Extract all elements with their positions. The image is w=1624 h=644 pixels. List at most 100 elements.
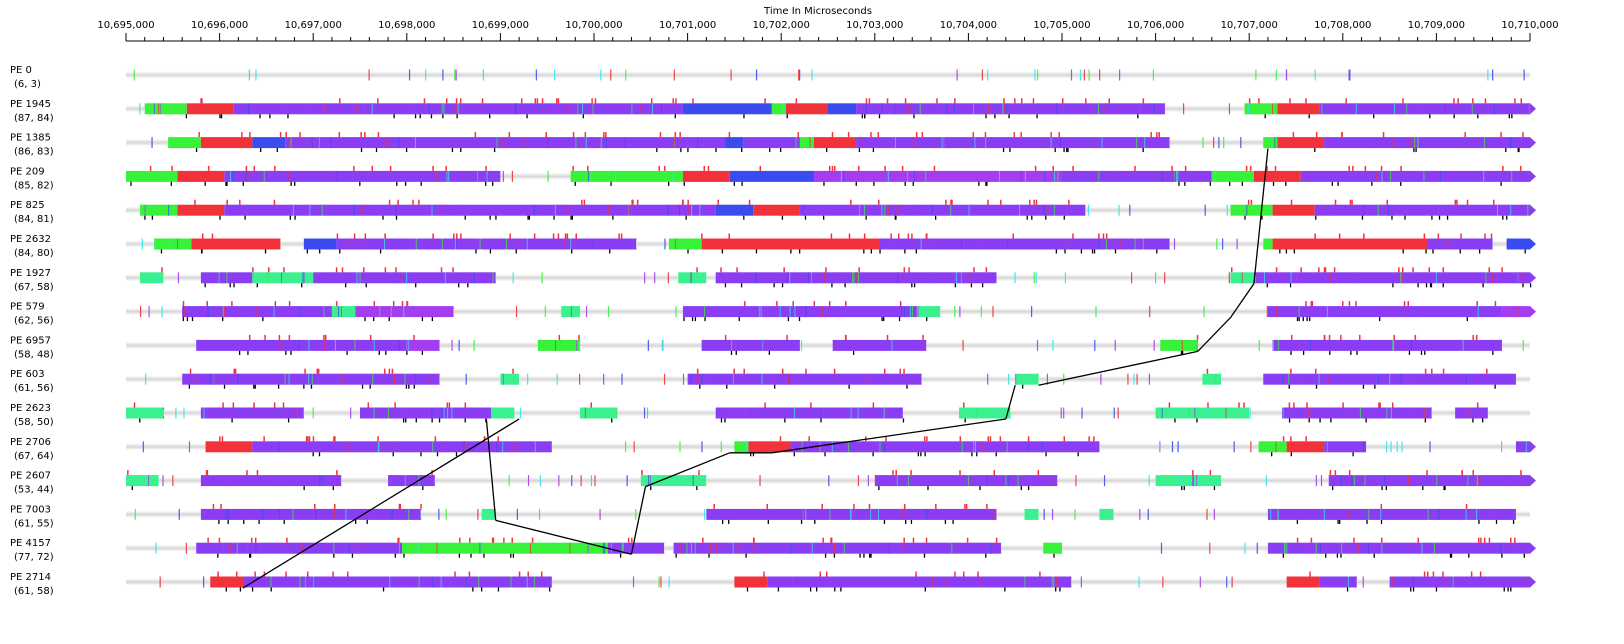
purple-segment[interactable] <box>673 542 1002 554</box>
red-segment[interactable] <box>701 238 880 250</box>
processor-timelines[interactable] <box>126 69 1536 592</box>
processor-row[interactable] <box>126 571 1536 592</box>
purple-segment[interactable] <box>224 170 501 182</box>
purple-segment[interactable] <box>701 339 800 351</box>
green-segment[interactable] <box>144 103 187 115</box>
purple-segment[interactable] <box>767 576 1072 588</box>
purple-segment[interactable] <box>200 407 304 419</box>
purple-segment[interactable] <box>1272 339 1502 351</box>
blue-segment[interactable] <box>303 238 337 250</box>
mint-segment[interactable] <box>140 272 164 284</box>
mint-segment[interactable] <box>579 407 618 419</box>
purple-segment[interactable] <box>285 137 726 149</box>
red-segment[interactable] <box>1277 137 1325 149</box>
mint-segment[interactable] <box>126 407 164 419</box>
mint-segment[interactable] <box>1155 475 1222 487</box>
green-segment[interactable] <box>1263 137 1278 149</box>
violet-segment[interactable] <box>406 339 440 351</box>
purple-segment[interactable] <box>1300 170 1530 182</box>
purple-segment[interactable] <box>200 508 421 520</box>
green-segment[interactable] <box>402 542 609 554</box>
purple-segment[interactable] <box>360 407 492 419</box>
purple-segment[interactable] <box>1319 103 1530 115</box>
red-segment[interactable] <box>177 170 225 182</box>
processor-row[interactable] <box>126 98 1536 119</box>
mint-segment[interactable] <box>1024 508 1039 520</box>
processor-row[interactable] <box>126 334 1530 355</box>
red-segment[interactable] <box>1286 441 1325 453</box>
purple-segment[interactable] <box>1324 137 1530 149</box>
purple-segment[interactable] <box>1062 170 1212 182</box>
purple-segment[interactable] <box>196 339 407 351</box>
purple-segment[interactable] <box>182 306 332 318</box>
green-segment[interactable] <box>570 170 683 182</box>
purple-segment[interactable] <box>715 407 903 419</box>
purple-segment[interactable] <box>388 475 435 487</box>
processor-row[interactable] <box>126 199 1536 220</box>
mint-segment[interactable] <box>331 306 356 318</box>
mint-segment[interactable] <box>500 373 520 385</box>
green-segment[interactable] <box>1211 170 1254 182</box>
red-segment[interactable] <box>748 441 791 453</box>
blue-segment[interactable] <box>682 103 772 115</box>
green-segment[interactable] <box>126 170 178 182</box>
purple-segment[interactable] <box>336 238 637 250</box>
purple-segment[interactable] <box>856 103 1165 115</box>
mint-segment[interactable] <box>678 272 707 284</box>
red-segment[interactable] <box>1277 103 1320 115</box>
mint-segment[interactable] <box>126 475 159 487</box>
red-segment[interactable] <box>205 441 253 453</box>
purple-segment[interactable] <box>200 475 342 487</box>
green-segment[interactable] <box>1230 204 1273 216</box>
mint-segment[interactable] <box>491 407 515 419</box>
purple-segment[interactable] <box>1427 238 1493 250</box>
processor-row[interactable] <box>126 402 1530 423</box>
purple-segment[interactable] <box>1324 441 1367 453</box>
red-segment[interactable] <box>200 137 253 149</box>
purple-segment[interactable] <box>1267 508 1516 520</box>
blue-segment[interactable] <box>725 137 744 149</box>
blue-segment[interactable] <box>715 204 754 216</box>
purple-segment[interactable] <box>1253 272 1530 284</box>
mint-segment[interactable] <box>481 508 496 520</box>
purple-segment[interactable] <box>182 373 440 385</box>
purple-segment[interactable] <box>224 204 716 216</box>
mint-segment[interactable] <box>252 272 314 284</box>
green-segment[interactable] <box>771 103 786 115</box>
mint-segment[interactable] <box>916 306 941 318</box>
processor-row[interactable] <box>126 132 1536 153</box>
red-segment[interactable] <box>1286 576 1320 588</box>
purple-segment[interactable] <box>743 137 800 149</box>
processor-row[interactable] <box>126 537 1536 558</box>
purple-segment[interactable] <box>874 475 1058 487</box>
red-segment[interactable] <box>1272 204 1315 216</box>
purple-segment[interactable] <box>313 272 496 284</box>
purple-segment[interactable] <box>856 137 1170 149</box>
green-segment[interactable] <box>537 339 580 351</box>
purple-segment[interactable] <box>1267 306 1502 318</box>
purple-segment[interactable] <box>790 441 1100 453</box>
purple-segment[interactable] <box>1314 204 1530 216</box>
mint-segment[interactable] <box>640 475 707 487</box>
processor-row[interactable] <box>126 165 1536 186</box>
processor-row[interactable] <box>126 69 1530 81</box>
purple-segment[interactable] <box>879 238 1170 250</box>
blue-segment[interactable] <box>252 137 286 149</box>
purple-segment[interactable] <box>1389 576 1530 588</box>
red-segment[interactable] <box>753 204 800 216</box>
red-segment[interactable] <box>191 238 281 250</box>
red-segment[interactable] <box>734 576 768 588</box>
processor-row[interactable] <box>126 436 1536 457</box>
red-segment[interactable] <box>177 204 225 216</box>
green-segment[interactable] <box>734 441 749 453</box>
red-segment[interactable] <box>1253 170 1301 182</box>
purple-segment[interactable] <box>832 339 927 351</box>
blue-segment[interactable] <box>1506 238 1530 250</box>
purple-segment[interactable] <box>687 373 922 385</box>
processor-row[interactable] <box>126 301 1536 322</box>
green-segment[interactable] <box>1160 339 1198 351</box>
mint-segment[interactable] <box>1155 407 1250 419</box>
purple-segment[interactable] <box>1319 576 1357 588</box>
